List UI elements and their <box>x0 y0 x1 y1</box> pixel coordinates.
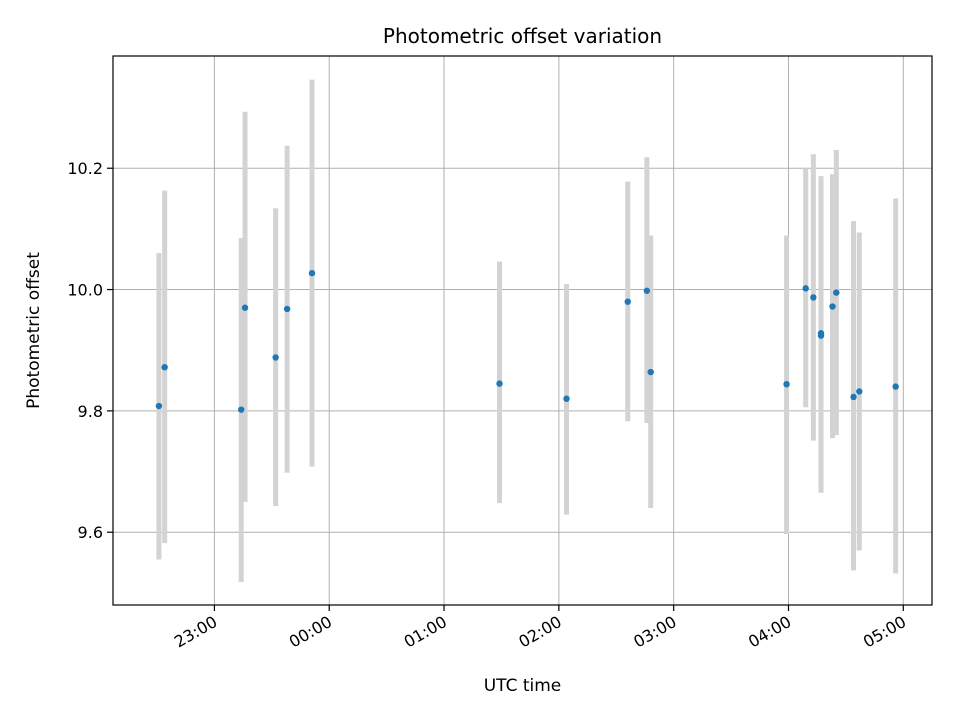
data-point <box>161 364 168 371</box>
y-tick-label: 10.0 <box>67 281 103 300</box>
data-point <box>783 380 790 388</box>
data-point <box>624 298 631 305</box>
x-axis-title: UTC time <box>484 676 562 696</box>
data-point <box>563 395 570 402</box>
data-point <box>643 287 651 294</box>
data-point <box>647 368 654 376</box>
y-tick-label: 10.2 <box>67 159 103 178</box>
data-point <box>829 303 836 310</box>
data-point <box>833 289 840 296</box>
data-points <box>155 269 899 413</box>
chart-title: Photometric offset variation <box>383 24 662 48</box>
data-point <box>308 269 316 277</box>
data-point <box>817 332 825 339</box>
plot-area-frame <box>112 55 933 606</box>
y-axis-ticks: 9.6 9.8 10.0 10.2 <box>67 159 113 542</box>
y-axis-title: Photometric offset <box>24 252 44 409</box>
y-tick-label: 9.8 <box>78 402 103 421</box>
data-point <box>241 304 249 311</box>
data-point <box>155 402 163 410</box>
y-tick-label: 9.6 <box>78 523 103 542</box>
data-point <box>810 294 817 301</box>
data-point <box>283 305 291 313</box>
data-point <box>892 383 899 390</box>
data-point <box>272 354 279 361</box>
data-point <box>496 380 503 387</box>
data-point <box>850 393 857 401</box>
data-point <box>802 285 809 292</box>
data-point <box>238 406 245 413</box>
data-point <box>856 388 863 395</box>
